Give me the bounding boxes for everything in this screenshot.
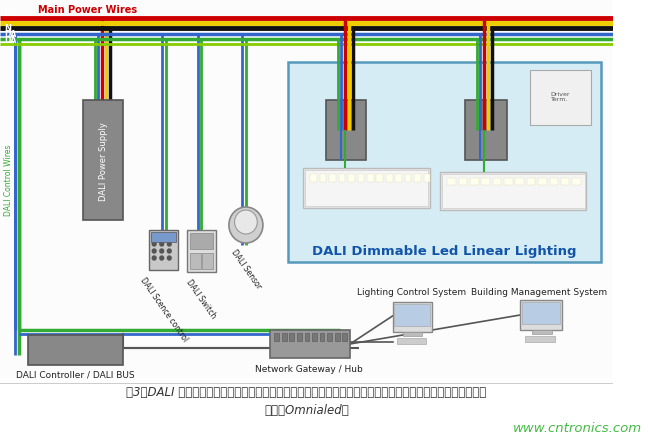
Text: DALI Power Supply: DALI Power Supply <box>98 123 108 202</box>
Bar <box>459 178 467 185</box>
Bar <box>297 333 302 341</box>
Bar <box>319 333 325 341</box>
Circle shape <box>229 207 263 243</box>
Bar <box>329 174 336 182</box>
Text: DALI Switch: DALI Switch <box>185 278 218 320</box>
Bar <box>424 174 430 182</box>
Text: N: N <box>4 23 11 32</box>
Bar <box>305 333 309 341</box>
Bar <box>397 338 426 344</box>
Bar <box>310 174 317 182</box>
Bar <box>492 178 502 185</box>
Circle shape <box>160 242 164 246</box>
Bar <box>358 174 364 182</box>
Circle shape <box>152 242 156 246</box>
Text: DALI Dimmable Led Linear Lighting: DALI Dimmable Led Linear Lighting <box>312 245 577 259</box>
Bar <box>504 178 513 185</box>
Bar <box>29 335 123 365</box>
Text: DALI Scence control: DALI Scence control <box>138 276 189 343</box>
Bar <box>525 336 555 342</box>
Text: DALI Controller / DALI BUS: DALI Controller / DALI BUS <box>16 371 135 380</box>
Circle shape <box>167 242 171 246</box>
Bar <box>531 330 552 334</box>
Bar <box>0 0 613 378</box>
Bar <box>290 333 294 341</box>
Bar <box>447 178 456 185</box>
Bar <box>303 168 430 208</box>
Bar <box>522 302 560 324</box>
Text: Network Gateway / Hub: Network Gateway / Hub <box>255 365 363 374</box>
Bar <box>470 178 479 185</box>
Circle shape <box>160 235 164 239</box>
Text: Driver
Term.: Driver Term. <box>550 92 570 102</box>
Text: DA: DA <box>4 35 16 44</box>
Bar <box>342 333 347 341</box>
Text: Main Power Wires: Main Power Wires <box>38 5 137 15</box>
Bar <box>282 333 286 341</box>
Bar <box>481 178 490 185</box>
Bar <box>202 253 213 269</box>
Bar <box>442 174 584 208</box>
Bar <box>515 178 524 185</box>
Bar <box>319 174 327 182</box>
Bar <box>288 62 601 262</box>
Bar <box>0 0 613 378</box>
Circle shape <box>167 249 171 253</box>
Bar <box>339 174 345 182</box>
Bar <box>335 333 340 341</box>
Text: DALI Sensor: DALI Sensor <box>229 248 263 291</box>
Bar <box>414 174 421 182</box>
Bar <box>270 330 350 358</box>
Bar <box>367 174 374 182</box>
Bar <box>561 178 570 185</box>
Text: DA: DA <box>4 30 16 39</box>
Bar <box>520 300 562 330</box>
Text: www.cntronics.com: www.cntronics.com <box>513 421 642 435</box>
Bar <box>465 100 507 160</box>
Bar <box>572 178 581 185</box>
Bar <box>550 178 558 185</box>
Text: L: L <box>4 8 9 17</box>
Circle shape <box>152 249 156 253</box>
Text: Building Management System: Building Management System <box>471 288 607 297</box>
Bar <box>187 230 216 272</box>
Bar <box>190 233 213 249</box>
Circle shape <box>235 210 257 234</box>
Bar <box>395 174 402 182</box>
Text: 图3：DALI 标准的第一个版本定义了一个控制基础，将所有由并联市电交流电源线供电的设备联系起来。（图片: 图3：DALI 标准的第一个版本定义了一个控制基础，将所有由并联市电交流电源线供… <box>126 386 487 400</box>
Bar <box>376 174 383 182</box>
Circle shape <box>152 235 156 239</box>
Bar <box>327 100 366 160</box>
Bar <box>152 232 176 242</box>
Bar <box>403 332 422 336</box>
Bar <box>150 230 178 270</box>
Bar <box>393 302 432 332</box>
Text: DALI Control Wires: DALI Control Wires <box>4 144 13 216</box>
Bar <box>274 333 279 341</box>
Bar <box>83 100 123 220</box>
Bar <box>348 174 354 182</box>
Bar <box>405 174 411 182</box>
Bar <box>312 333 317 341</box>
Circle shape <box>160 256 164 260</box>
Text: Lighting Control System: Lighting Control System <box>357 288 466 297</box>
Bar <box>527 178 535 185</box>
Bar <box>440 172 586 210</box>
Circle shape <box>152 256 156 260</box>
Bar <box>529 70 591 125</box>
Bar <box>386 174 393 182</box>
Bar <box>305 170 428 206</box>
Text: 来源：Omnialed）: 来源：Omnialed） <box>264 404 349 416</box>
Circle shape <box>167 256 171 260</box>
Bar <box>327 333 332 341</box>
Circle shape <box>160 249 164 253</box>
Bar <box>538 178 547 185</box>
Bar <box>190 253 200 269</box>
Circle shape <box>167 235 171 239</box>
Bar <box>395 304 430 326</box>
